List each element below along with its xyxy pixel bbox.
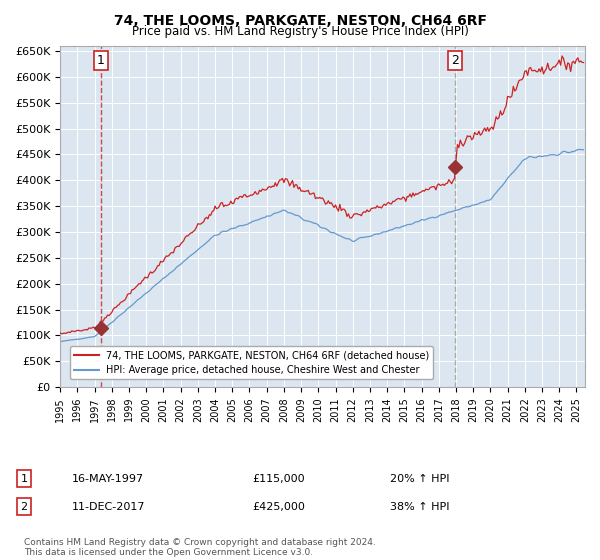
Text: £115,000: £115,000 — [252, 474, 305, 484]
Text: 2: 2 — [20, 502, 28, 512]
Text: 20% ↑ HPI: 20% ↑ HPI — [390, 474, 449, 484]
Text: 2: 2 — [451, 54, 459, 67]
Text: £425,000: £425,000 — [252, 502, 305, 512]
Text: 38% ↑ HPI: 38% ↑ HPI — [390, 502, 449, 512]
Text: 74, THE LOOMS, PARKGATE, NESTON, CH64 6RF: 74, THE LOOMS, PARKGATE, NESTON, CH64 6R… — [113, 14, 487, 28]
Text: 11-DEC-2017: 11-DEC-2017 — [72, 502, 146, 512]
Text: Price paid vs. HM Land Registry's House Price Index (HPI): Price paid vs. HM Land Registry's House … — [131, 25, 469, 38]
Text: 1: 1 — [97, 54, 105, 67]
Legend: 74, THE LOOMS, PARKGATE, NESTON, CH64 6RF (detached house), HPI: Average price, : 74, THE LOOMS, PARKGATE, NESTON, CH64 6R… — [70, 346, 433, 379]
Text: Contains HM Land Registry data © Crown copyright and database right 2024.
This d: Contains HM Land Registry data © Crown c… — [24, 538, 376, 557]
Text: 1: 1 — [20, 474, 28, 484]
Text: 16-MAY-1997: 16-MAY-1997 — [72, 474, 144, 484]
